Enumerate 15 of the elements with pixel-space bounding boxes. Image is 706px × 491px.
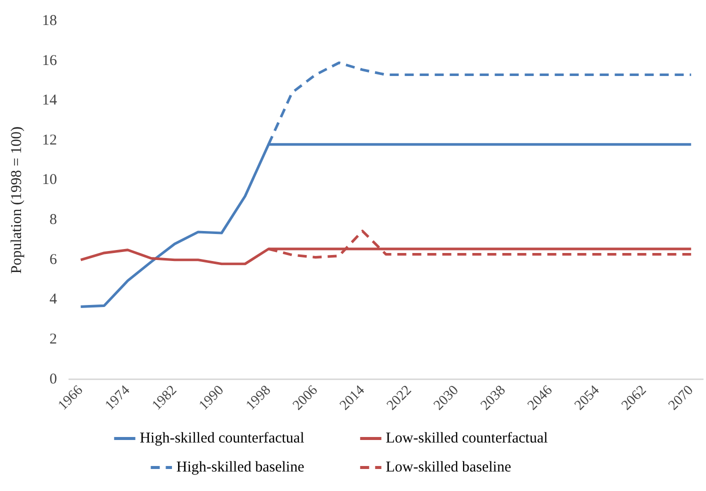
y-tick-label: 14	[42, 92, 58, 109]
y-tick-label: 10	[42, 172, 57, 188]
legend-label: Low-skilled counterfactual	[386, 430, 593, 446]
y-axis-title: Population (1998 = 100)	[8, 126, 25, 274]
legend-label: High-skilled counterfactual	[140, 430, 350, 446]
y-tick-label: 18	[42, 12, 57, 29]
y-tick-label: 8	[50, 212, 57, 228]
legend-label: High-skilled baseline	[176, 459, 350, 476]
y-tick-label: 12	[42, 132, 57, 148]
y-tick-label: 0	[50, 371, 57, 388]
y-tick-label: 16	[42, 52, 58, 69]
y-tick-label: 4	[50, 292, 58, 308]
y-tick-label: 2	[50, 331, 57, 348]
y-tick-label: 6	[50, 252, 58, 268]
legend-label: Low-skilled baseline	[386, 459, 556, 476]
